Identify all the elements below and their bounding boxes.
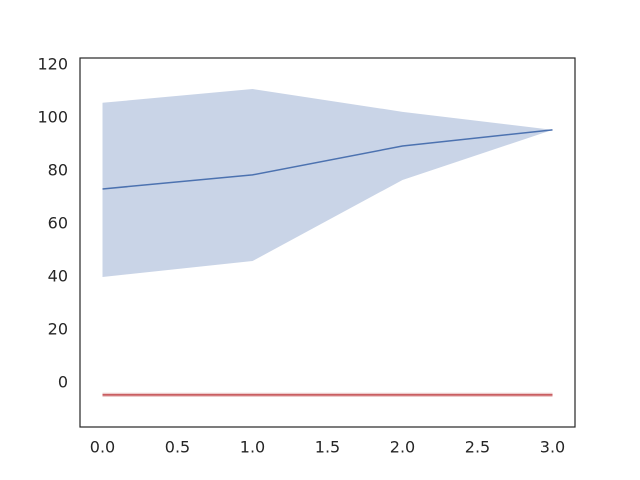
y-tick-label: 60 [48,213,68,232]
x-tick-label: 0.0 [90,438,115,457]
confidence-band [102,89,553,277]
x-tick-label: 2.5 [465,438,490,457]
x-tick-label: 1.5 [315,438,340,457]
y-tick-label: 40 [48,266,68,285]
y-tick-label: 0 [58,372,68,391]
y-tick-label: 20 [48,319,68,338]
y-tick-label: 100 [37,107,68,126]
x-tick-label: 3.0 [540,438,565,457]
line [102,129,553,190]
y-tick-label: 80 [48,160,68,179]
x-tick-label: 0.5 [165,438,190,457]
x-tick-label: 2.0 [390,438,415,457]
x-tick-label: 1.0 [240,438,265,457]
plot-frame [79,57,576,428]
y-tick-label: 120 [37,54,68,73]
